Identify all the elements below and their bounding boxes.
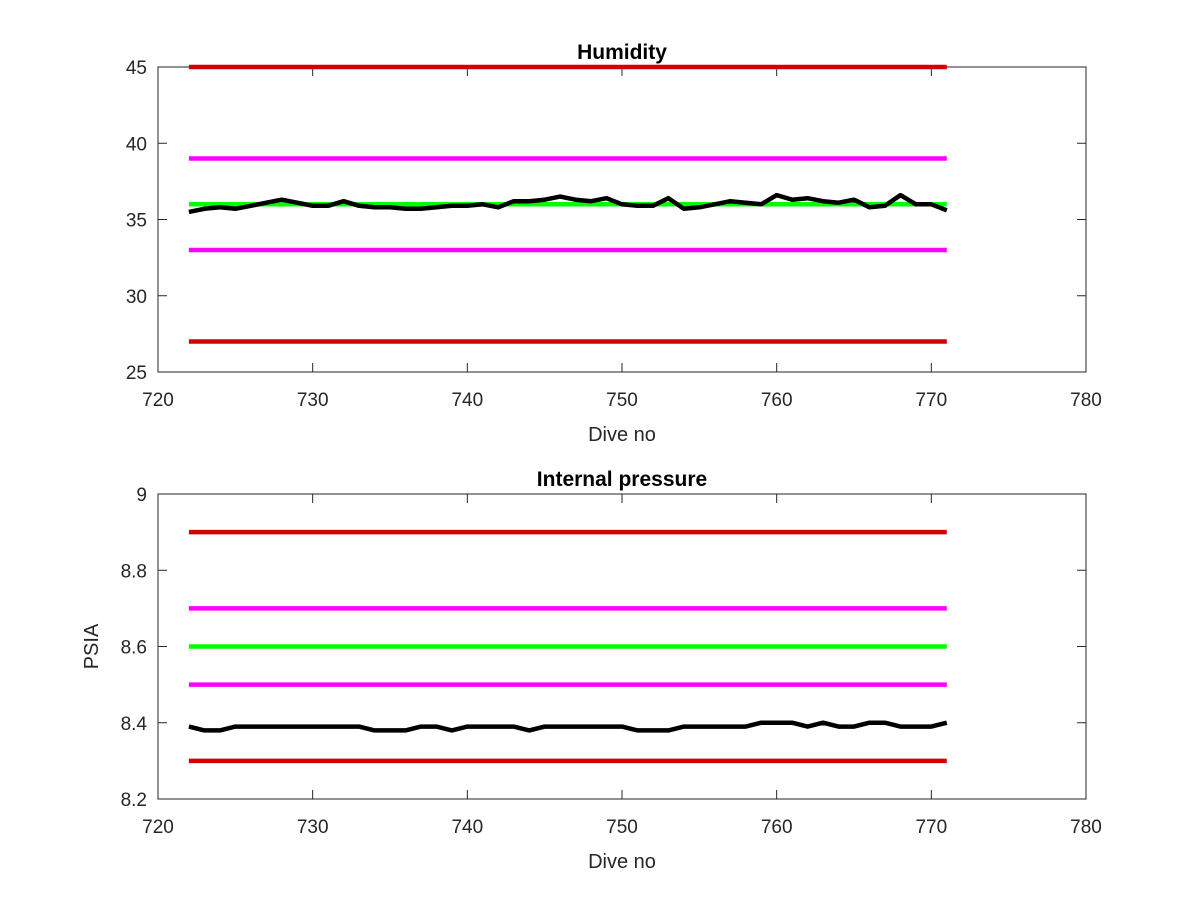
y-tick-label: 25 xyxy=(126,363,147,384)
y-tick-label: 8.4 xyxy=(121,714,148,735)
x-tick-label: 730 xyxy=(297,390,329,411)
y-tick-label: 8.6 xyxy=(121,638,147,659)
chart-panel-2: 720 730 740 750 760 770 780 8.2 8.4 8.6 8.8 9 Intern… xyxy=(81,468,1102,873)
x-tick-label: 780 xyxy=(1070,390,1102,411)
x-tick-label: 770 xyxy=(915,817,947,838)
y-tick-label: 30 xyxy=(126,287,147,308)
x-tick-label: 740 xyxy=(451,817,483,838)
axes-box xyxy=(157,66,1087,373)
x-tick-label: 720 xyxy=(142,390,174,411)
y-tick-label: 45 xyxy=(126,58,147,79)
x-tick-label: 730 xyxy=(297,817,329,838)
x-tick-label: 750 xyxy=(606,817,638,838)
series-line-6 xyxy=(188,720,948,733)
x-tick-label: 770 xyxy=(915,390,947,411)
y-tick-label: 40 xyxy=(126,134,147,155)
y-tick-label: 8.8 xyxy=(121,561,147,582)
chart-title: Humidity xyxy=(577,41,667,64)
x-tick-label: 780 xyxy=(1070,817,1102,838)
y-tick-label: 8.2 xyxy=(121,790,147,811)
chart-panel-1: 720 730 740 750 760 770 780 25 30 35 40 45 Humidity D… xyxy=(126,41,1102,446)
x-tick-label: 720 xyxy=(142,817,174,838)
x-tick-label: 760 xyxy=(761,390,793,411)
chart-title: Internal pressure xyxy=(537,468,707,491)
x-tick-label: 760 xyxy=(761,817,793,838)
y-axis-label: PSIA xyxy=(81,623,103,669)
x-axis-label: Dive no xyxy=(588,851,656,873)
x-axis-label: Dive no xyxy=(588,424,656,446)
y-tick-label: 35 xyxy=(126,211,147,232)
x-tick-label: 750 xyxy=(606,390,638,411)
series-line-6 xyxy=(188,192,948,215)
x-tick-label: 740 xyxy=(451,390,483,411)
y-tick-label: 9 xyxy=(136,485,147,506)
